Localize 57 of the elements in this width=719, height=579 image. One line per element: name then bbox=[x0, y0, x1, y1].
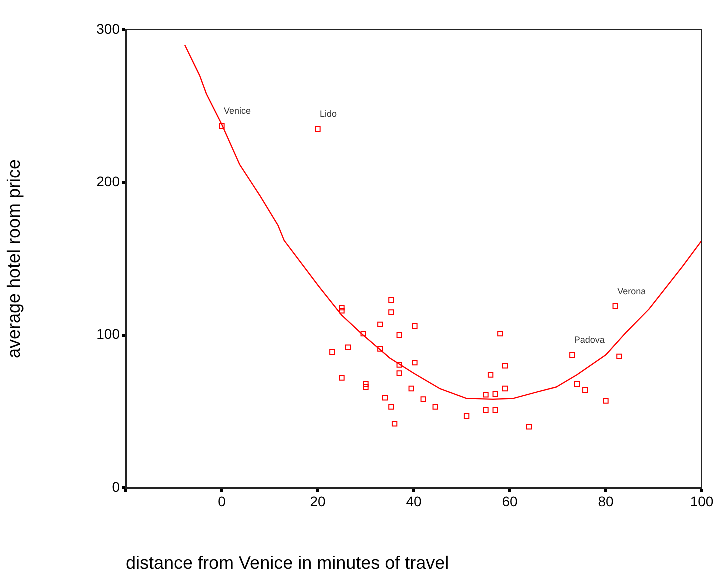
point bbox=[492, 407, 498, 413]
point bbox=[616, 354, 622, 360]
point bbox=[502, 363, 508, 369]
point bbox=[339, 308, 345, 314]
x-axis-title: distance from Venice in minutes of travel bbox=[126, 553, 450, 574]
point bbox=[339, 375, 345, 381]
point bbox=[526, 424, 532, 430]
point bbox=[570, 352, 576, 358]
x-tick-label: 100 bbox=[690, 493, 714, 510]
point bbox=[378, 322, 384, 328]
point bbox=[392, 421, 398, 427]
y-tick-label: 0 bbox=[112, 478, 120, 495]
point bbox=[408, 386, 414, 392]
point bbox=[378, 346, 384, 352]
x-tick-label: 0 bbox=[218, 493, 226, 510]
point bbox=[612, 303, 618, 310]
annotation: Venice bbox=[224, 106, 252, 116]
point bbox=[488, 372, 494, 378]
point bbox=[432, 404, 438, 410]
x-tick-label: 80 bbox=[598, 493, 614, 510]
point bbox=[420, 396, 426, 402]
point bbox=[339, 305, 345, 311]
point bbox=[388, 404, 394, 410]
point bbox=[603, 398, 609, 404]
point bbox=[345, 344, 352, 350]
point bbox=[412, 323, 418, 330]
point bbox=[396, 370, 402, 376]
point bbox=[396, 362, 402, 368]
y-tick-label: 200 bbox=[96, 174, 120, 190]
annotation: Verona bbox=[618, 286, 646, 296]
point bbox=[574, 381, 580, 388]
point bbox=[502, 386, 508, 392]
y-tick-label: 100 bbox=[96, 326, 120, 342]
point bbox=[388, 310, 394, 316]
point bbox=[464, 413, 470, 420]
point bbox=[330, 349, 336, 355]
x-tick-label: 20 bbox=[310, 493, 326, 510]
point bbox=[382, 395, 388, 401]
point bbox=[412, 360, 418, 366]
point bbox=[363, 384, 369, 390]
point bbox=[492, 391, 498, 397]
y-axis-title: average hotel room price bbox=[4, 159, 24, 359]
point bbox=[360, 330, 366, 337]
point bbox=[483, 392, 489, 398]
point bbox=[396, 332, 402, 338]
point bbox=[498, 330, 504, 337]
point bbox=[483, 407, 489, 413]
x-tick-label: 40 bbox=[406, 493, 422, 510]
annotation: Padova bbox=[574, 335, 605, 346]
point bbox=[315, 126, 321, 132]
point bbox=[219, 123, 225, 130]
annotation: Lido bbox=[320, 109, 338, 120]
x-tick-label: 60 bbox=[502, 493, 518, 510]
point bbox=[388, 297, 394, 304]
point bbox=[363, 381, 369, 388]
point bbox=[582, 387, 588, 394]
y-tick-label: 300 bbox=[96, 20, 120, 37]
